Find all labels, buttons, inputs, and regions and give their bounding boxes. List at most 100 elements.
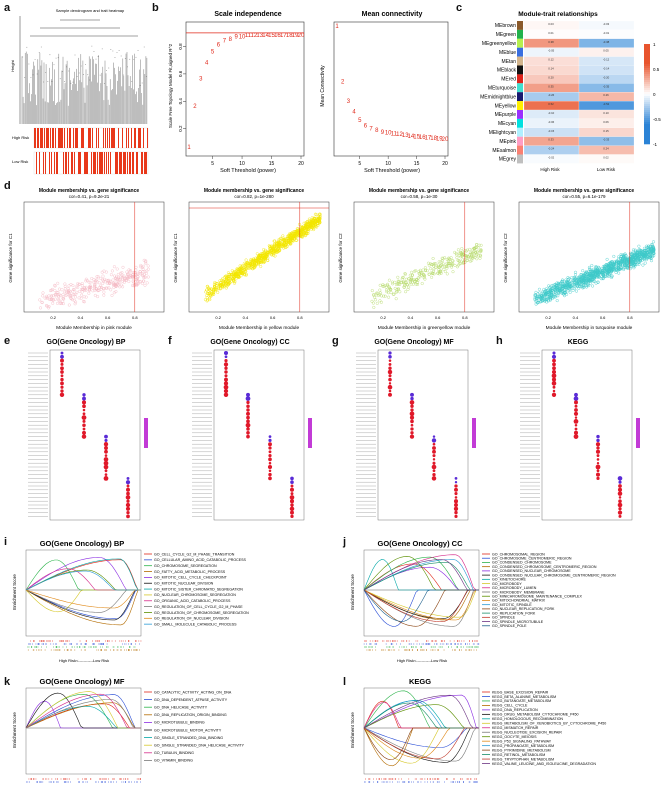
scatter-point: [286, 239, 290, 243]
scatter-point: [312, 216, 316, 220]
gsea-curve: [25, 589, 141, 609]
scatter-point: [110, 269, 114, 273]
gsea-legend-term: GO_CATALYTIC_ACTIVITY_ACTING_ON_DNA: [154, 690, 232, 694]
scatter-point: [102, 293, 106, 297]
mean-point: 15: [413, 134, 420, 140]
heatmap-cell-value: -0.06: [548, 120, 555, 124]
scatter-point: [101, 287, 105, 291]
dotplot-dot: [388, 392, 392, 397]
scale-frame: [185, 21, 305, 157]
dotplot-dot: [410, 427, 414, 431]
scale-point: 16: [274, 33, 281, 39]
legend-swatch: [644, 66, 650, 69]
scatter-point: [305, 222, 309, 226]
legend-swatch: [644, 88, 650, 91]
scatter-point: [56, 290, 60, 294]
dotplot-dot: [103, 460, 109, 466]
scatter-point: [107, 286, 111, 290]
gsea-panel: GO(Gene Oncology) CC Enrichment Score GO_C…: [350, 540, 616, 663]
scatter-point: [132, 280, 136, 284]
scale-point: 3: [199, 77, 203, 83]
scatter-point: [615, 260, 619, 264]
module-label: MEtan: [502, 59, 517, 65]
scatter-point: [396, 279, 400, 283]
mean-xtick-label: 20: [442, 161, 448, 167]
scatter-point: [314, 219, 318, 223]
gsea-legend-term: GO_DNA_DEPENDENT_ATPASE_ACTIVITY: [154, 698, 228, 702]
scatter-point: [643, 251, 647, 255]
scatter-point: [314, 225, 318, 229]
dotplot-dot: [103, 442, 109, 447]
scatter-point: [126, 275, 130, 279]
gsea-legend-term: GO_SPINDLE: [492, 616, 516, 620]
scatter-point: [539, 294, 543, 298]
scale-point: 17: [280, 33, 287, 39]
track-stripe: [100, 152, 101, 174]
dotplot-dot: [551, 392, 557, 397]
scale-point: 5: [211, 49, 215, 55]
scatter-point: [282, 243, 286, 247]
scatter-point: [40, 300, 44, 304]
track-stripe: [66, 152, 67, 174]
dotplot-dot: [126, 484, 130, 488]
legend-tick-label: 0.5: [653, 67, 660, 72]
scatter-point: [612, 267, 616, 271]
scatter-point: [605, 257, 609, 261]
scatter-point: [233, 273, 237, 277]
heatmap-cell-value: 0.06: [603, 120, 609, 124]
dotplot-dot: [126, 476, 130, 480]
scatter-point: [146, 267, 150, 271]
dotplot-dot: [388, 359, 392, 362]
scatter-point: [559, 286, 563, 290]
scatter-point: [595, 275, 599, 279]
scatter-point: [53, 283, 57, 287]
gsea-legend-term: KEGG_METABOLISM_OF_XENOBIOTICS_BY_CYTOCH…: [492, 722, 606, 726]
track-stripe: [123, 152, 124, 174]
scatter-title: Module membership vs. gene significance: [39, 188, 140, 194]
track-stripe: [83, 128, 84, 148]
track-stripe: [89, 128, 90, 148]
track-stripe: [141, 152, 142, 174]
scatter-title: Module membership vs. gene significance: [204, 188, 305, 194]
scatter-point: [61, 296, 65, 300]
heatmap-cell-value: 0.52: [548, 102, 554, 106]
track-stripe: [73, 128, 74, 148]
gsea-legend-term: GO_CELLULAR_AMINO_ACID_CATABOLIC_PROCESS: [154, 558, 247, 562]
gsea-legend-term: GO_MITOCHONDRIAL_MATRIX: [492, 599, 546, 603]
scatter-point: [127, 272, 131, 276]
scatter-point: [111, 278, 115, 282]
track-stripe: [37, 128, 38, 148]
dotplot-dot: [268, 472, 272, 477]
scatter-point: [437, 264, 441, 268]
dotplot-dot: [290, 510, 294, 515]
dotplot-dot: [82, 408, 86, 412]
scatter-point: [103, 280, 107, 284]
scatter-point: [648, 244, 652, 248]
legend-swatch: [644, 96, 650, 99]
track-stripe: [78, 152, 79, 174]
legend-swatch: [644, 46, 650, 49]
gsea-legend-term: GO_NUCLEAR_CHROMOSOME_SEGREGATION: [154, 593, 236, 597]
mean-point: 7: [369, 126, 373, 132]
track-stripe: [60, 128, 61, 148]
scale-point: 4: [205, 60, 209, 66]
scatter-point: [375, 301, 379, 305]
legend-swatch: [644, 64, 650, 67]
scatter-point: [270, 251, 274, 255]
scatter-point: [262, 248, 266, 252]
gsea-curve: [363, 589, 479, 623]
scatter-point: [60, 288, 64, 292]
scatter-point: [642, 250, 646, 254]
scatter-point: [140, 272, 144, 276]
scatter-point: [220, 278, 224, 282]
dotplot-dot: [82, 423, 86, 427]
legend-tick-label: -1: [653, 142, 657, 147]
scatter-point: [389, 290, 393, 294]
scatter-point: [290, 238, 294, 242]
track-stripe: [106, 152, 107, 174]
scatter-point: [533, 297, 537, 301]
scatter-point: [536, 292, 540, 296]
module-color-swatch: [517, 21, 523, 30]
dotplot-dot: [618, 507, 622, 511]
